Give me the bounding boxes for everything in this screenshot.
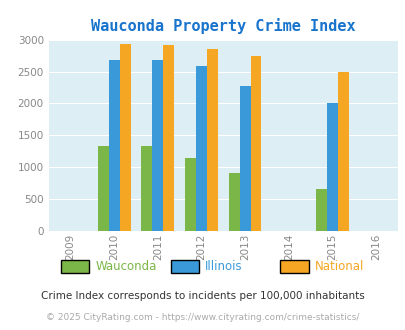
Title: Wauconda Property Crime Index: Wauconda Property Crime Index: [91, 18, 355, 34]
Bar: [109, 60, 119, 231]
Bar: [326, 103, 337, 231]
Bar: [98, 146, 109, 231]
Bar: [185, 158, 196, 231]
Bar: [141, 146, 152, 231]
Bar: [250, 56, 261, 231]
Bar: [119, 44, 130, 231]
Text: National: National: [314, 260, 363, 274]
Bar: [337, 72, 348, 231]
Bar: [196, 66, 207, 231]
Bar: [315, 188, 326, 231]
Bar: [163, 45, 174, 231]
Bar: [239, 85, 250, 231]
Bar: [152, 60, 163, 231]
Text: © 2025 CityRating.com - https://www.cityrating.com/crime-statistics/: © 2025 CityRating.com - https://www.city…: [46, 313, 359, 322]
Text: Wauconda: Wauconda: [95, 260, 156, 274]
Bar: [228, 173, 239, 231]
Text: Crime Index corresponds to incidents per 100,000 inhabitants: Crime Index corresponds to incidents per…: [41, 291, 364, 301]
Bar: [207, 49, 217, 231]
Text: Illinois: Illinois: [205, 260, 242, 274]
